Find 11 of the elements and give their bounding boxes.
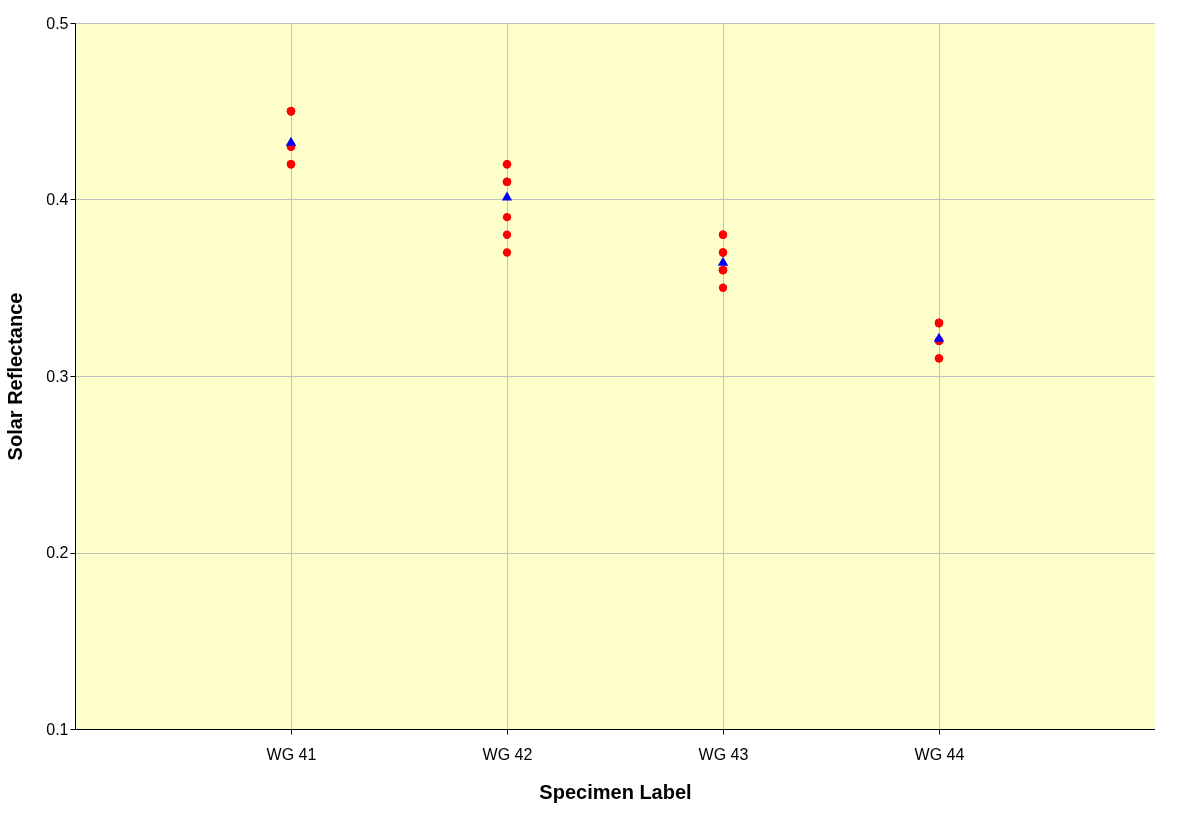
- x-tick-label: WG 44: [914, 745, 965, 763]
- y-tick-label: 0.2: [46, 544, 69, 561]
- x-tick-label: WG 42: [482, 745, 533, 763]
- x-tick-label: WG 41: [266, 745, 317, 763]
- y-tick-label: 0.5: [46, 14, 69, 32]
- y-tick-label: 0.4: [46, 191, 69, 208]
- y-axis-title: Solar Reflectance: [4, 292, 27, 461]
- y-tick-label: 0.3: [46, 367, 69, 385]
- x-axis-title: Specimen Label: [539, 780, 692, 803]
- y-tick-label: 0.1: [46, 720, 69, 738]
- x-tick-label: WG 43: [698, 745, 749, 763]
